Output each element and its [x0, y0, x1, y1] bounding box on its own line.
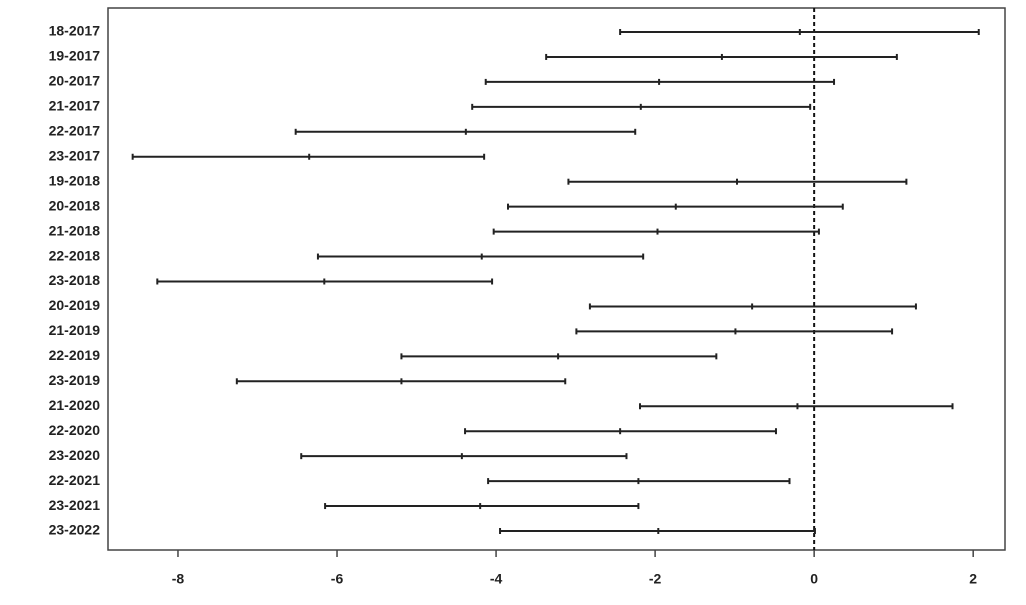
- x-tick-label: -6: [331, 571, 344, 587]
- y-tick-label: 23-2019: [49, 372, 101, 388]
- y-tick-label: 22-2021: [49, 472, 101, 488]
- y-tick-label: 21-2017: [49, 98, 101, 114]
- y-tick-label: 22-2018: [49, 247, 101, 263]
- y-tick-label: 19-2018: [49, 172, 101, 188]
- y-tick-label: 20-2019: [49, 297, 101, 313]
- y-tick-label: 21-2020: [49, 397, 101, 413]
- y-tick-label: 22-2019: [49, 347, 101, 363]
- x-tick-label: 2: [969, 571, 977, 587]
- y-tick-label: 23-2021: [49, 497, 101, 513]
- y-tick-label: 20-2018: [49, 197, 101, 213]
- x-tick-label: -8: [172, 571, 185, 587]
- y-tick-label: 18-2017: [49, 23, 101, 39]
- y-tick-label: 22-2020: [49, 422, 101, 438]
- y-tick-label: 22-2017: [49, 123, 101, 139]
- y-tick-label: 19-2017: [49, 48, 101, 64]
- y-tick-label: 23-2022: [49, 522, 101, 538]
- y-tick-label: 23-2017: [49, 147, 101, 163]
- y-tick-label: 21-2019: [49, 322, 101, 338]
- y-tick-label: 20-2017: [49, 73, 101, 89]
- y-tick-label: 23-2020: [49, 447, 101, 463]
- x-tick-label: -4: [490, 571, 503, 587]
- x-tick-label: 0: [810, 571, 818, 587]
- y-tick-label: 23-2018: [49, 272, 101, 288]
- x-tick-label: -2: [649, 571, 662, 587]
- y-tick-label: 21-2018: [49, 222, 101, 238]
- plot-frame: [107, 7, 1006, 551]
